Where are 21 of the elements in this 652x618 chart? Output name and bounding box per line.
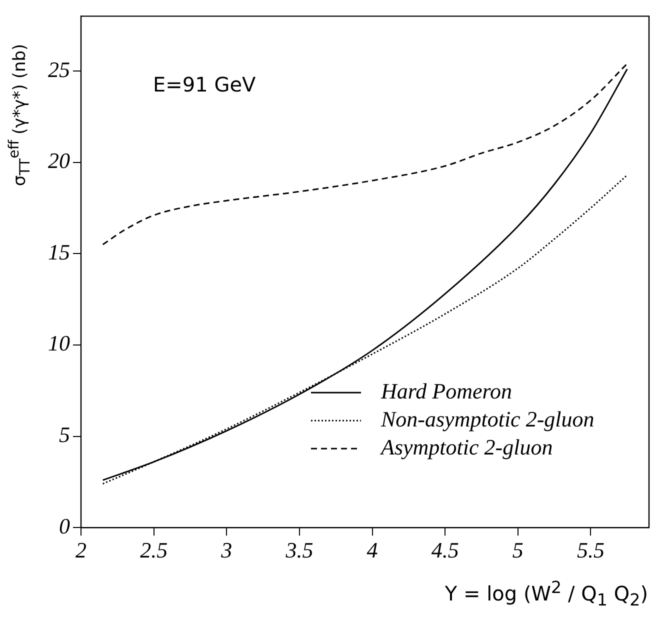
x-tick-label: 2.5 [140,538,168,563]
line-series [102,62,628,246]
y-tick-label: 10 [48,330,70,356]
legend-label: Non-asymptotic 2-gluon [380,406,594,432]
line-series [102,68,628,481]
x-tick-label: 4.5 [431,538,459,563]
y-tick-label: 0 [59,513,70,538]
legend-label: Hard Pomeron [380,378,512,404]
legend-label: Asymptotic 2-gluon [379,434,553,460]
x-tick-label: 4 [366,538,378,563]
y-tick-label: 25 [48,56,70,82]
annotation: E=91 GeV [153,72,256,96]
y-tick-label: 5 [59,422,70,448]
x-tick-label: 2 [76,538,86,563]
x-tick-label: 3 [220,538,232,563]
x-tick-label: 5.5 [576,538,604,563]
y-tick-label: 20 [48,148,70,174]
x-tick-label: 3.5 [284,538,314,563]
x-axis-title: Y = log (W$^{2}$ / Q$_{1}$ Q$_{2}$) [444,578,648,610]
y-tick-label: 15 [48,239,70,264]
x-tick-label: 5 [512,538,524,563]
